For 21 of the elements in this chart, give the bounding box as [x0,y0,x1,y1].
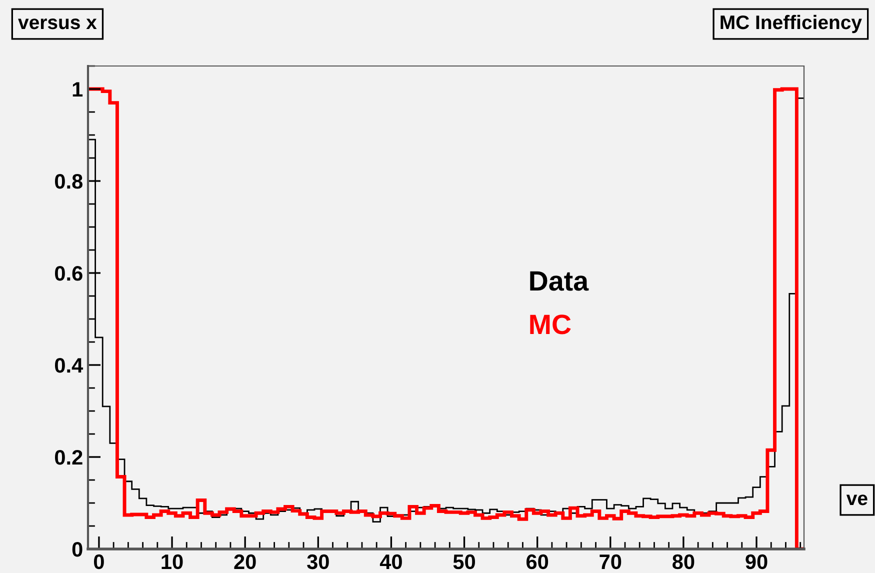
x-tick-label: 30 [307,554,329,570]
x-tick-label: 80 [672,554,694,570]
x-tick-label: 0 [94,554,104,570]
text: Data [530,271,589,291]
y-tick-label: 0.6 [55,266,82,281]
y-tick-label: 1 [72,82,83,97]
x-tick-label: 50 [453,554,475,570]
text: MC [530,314,571,334]
x-tick-label: 60 [526,554,548,570]
chart-title: versus x [18,18,97,30]
x-tick-label: 40 [380,554,402,570]
y-tick-label: 0.2 [55,450,82,465]
text: ve [846,494,868,506]
x-tick-label: 70 [600,554,622,570]
y-tick-label: 0.4 [55,358,84,373]
text: MC Inefficiency [720,14,862,34]
y-tick-label: 0 [72,542,82,557]
x-tick-label: 90 [746,554,768,570]
x-tick-label: 10 [162,554,183,570]
x-tick-label: 20 [234,554,256,570]
y-tick-label: 0.8 [55,174,82,189]
